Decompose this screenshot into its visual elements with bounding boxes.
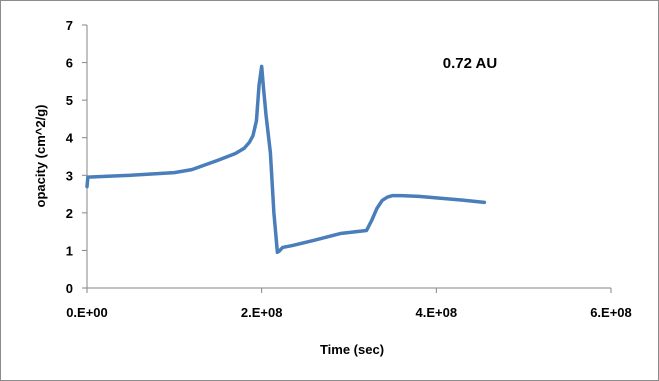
- y-tick-label: 1: [66, 243, 73, 258]
- x-tick-label: 0.E+00: [66, 305, 108, 320]
- y-tick-label: 7: [66, 18, 73, 33]
- y-tick-label: 6: [66, 56, 73, 71]
- x-tick-label: 6.E+08: [590, 305, 632, 320]
- tick-labels: 0 1 2 3 4 5 6 7 0.E+00 2.E+08 4.E+08 6.E+08: [66, 18, 632, 320]
- y-tick-label: 3: [66, 168, 73, 183]
- x-axis-title: Time (sec): [320, 342, 384, 357]
- tick-marks: [82, 24, 612, 293]
- y-tick-label: 2: [66, 206, 73, 221]
- x-tick-label: 2.E+08: [241, 305, 283, 320]
- series-line-0: [85, 64, 487, 255]
- y-axis-title: opacity (cm^2/g): [33, 105, 48, 208]
- y-tick-label: 0: [66, 281, 73, 296]
- x-tick-label: 4.E+08: [416, 305, 458, 320]
- y-tick-label: 5: [66, 93, 73, 108]
- annotation-label: 0.72 AU: [443, 55, 497, 72]
- axes: [86, 25, 611, 289]
- y-tick-label: 4: [66, 131, 74, 146]
- series-lines: [85, 64, 487, 255]
